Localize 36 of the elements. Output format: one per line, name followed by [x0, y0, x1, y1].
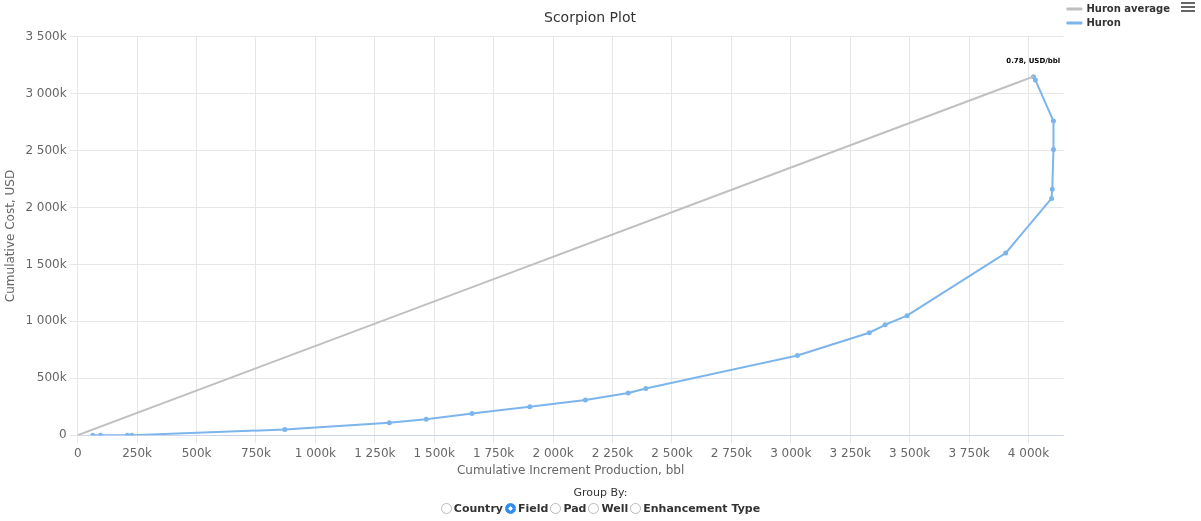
y-tick-label: 500k	[36, 370, 67, 385]
y-tick-label: 2 500k	[25, 142, 67, 157]
x-tick-label: 0	[73, 445, 82, 460]
text: Group By:	[572, 486, 629, 499]
text: Country	[453, 502, 503, 515]
x-tick-label: 2 750k	[710, 445, 753, 460]
x-axis-title: Cumulative Increment Production, bbl	[456, 462, 685, 477]
x-tick-label: 2 500k	[651, 445, 693, 460]
x-tick-label: 3 750k	[948, 445, 990, 460]
text: Enhancement Type	[643, 502, 761, 515]
x-tick-label: 3 250k	[829, 445, 871, 460]
y-tick-label: 2 000k	[25, 199, 67, 214]
x-tick-label: 750k	[241, 445, 271, 460]
y-axis-title: Cumulative Cost, USD	[3, 169, 18, 303]
x-tick-label: 3 500k	[888, 445, 931, 460]
x-tick-label: 2 250k	[591, 445, 634, 460]
x-tick-label: 3 000k	[770, 445, 812, 460]
x-tick-label: 250k	[122, 445, 153, 460]
y-tick-label: 3 000k	[25, 85, 67, 100]
y-tick-label: 1 500k	[25, 256, 67, 271]
text: Well	[601, 502, 629, 515]
text: Pad	[563, 502, 587, 515]
chart-title: Scorpion Plot	[544, 9, 637, 26]
x-tick-label: 1 250k	[354, 445, 396, 460]
x-tick-label: 4 000k	[1007, 445, 1050, 460]
x-tick-label: 500k	[181, 445, 212, 460]
x-tick-label: 1 750k	[473, 445, 515, 460]
legend-label: Huron average	[1086, 2, 1171, 14]
legend-label: Huron	[1086, 16, 1121, 28]
y-tick-label: 0	[59, 427, 67, 442]
text: Field	[517, 502, 549, 515]
x-tick-label: 1 000k	[294, 445, 337, 460]
y-tick-label: 3 500k	[25, 28, 67, 43]
y-tick-label: 1 000k	[25, 313, 67, 328]
x-tick-label: 1 500k	[413, 445, 455, 460]
x-tick-label: 2 000k	[532, 445, 574, 460]
